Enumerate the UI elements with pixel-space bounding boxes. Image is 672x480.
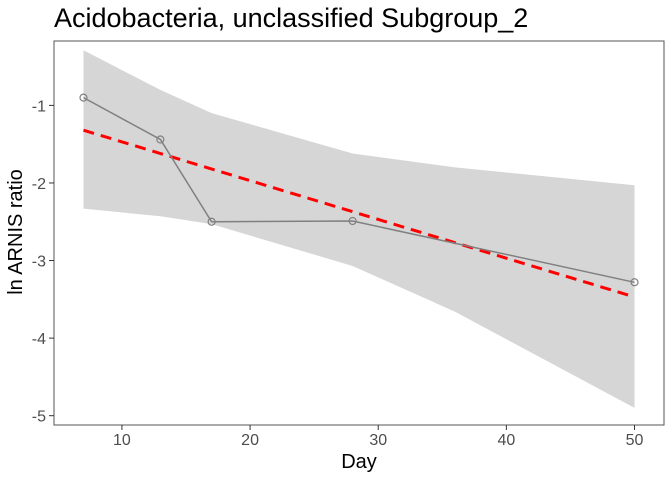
- x-tick-label: 50: [626, 432, 644, 449]
- y-tick-label: -2: [32, 176, 46, 193]
- y-tick-label: -3: [32, 254, 46, 271]
- x-tick-label: 30: [369, 432, 387, 449]
- chart-title: Acidobacteria, unclassified Subgroup_2: [54, 3, 528, 33]
- x-tick-label: 10: [113, 432, 131, 449]
- y-axis: -1 -2 -3 -4 -5: [32, 98, 54, 426]
- data-point: [156, 135, 165, 144]
- y-tick-label: -1: [32, 98, 46, 115]
- y-tick-label: -5: [32, 409, 46, 426]
- x-axis: 10 20 30 40 50: [113, 425, 644, 449]
- x-axis-title: Day: [341, 451, 377, 473]
- y-axis-title: ln ARNIS ratio: [5, 169, 27, 295]
- fit-line-layer: [83, 128, 635, 299]
- x-tick-label: 40: [497, 432, 515, 449]
- data-point: [207, 217, 216, 226]
- panel-border: [53, 40, 665, 426]
- confidence-band-layer: [83, 50, 635, 408]
- fit-line: [83, 128, 635, 299]
- data-point: [348, 216, 357, 226]
- confidence-band: [83, 50, 635, 408]
- y-tick-label: -4: [32, 331, 46, 348]
- x-tick-label: 20: [241, 432, 259, 449]
- data-point: [79, 93, 88, 102]
- data-point: [630, 278, 639, 287]
- observed-series-layer: [79, 93, 639, 287]
- observed-line: [83, 96, 635, 284]
